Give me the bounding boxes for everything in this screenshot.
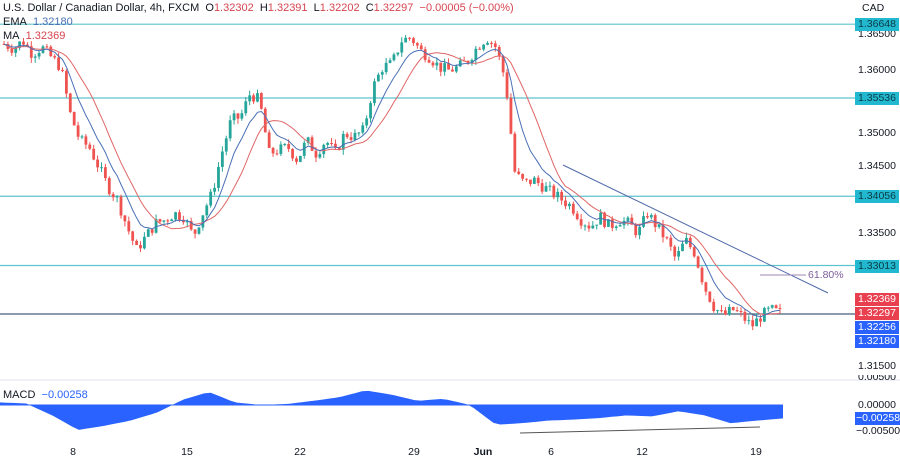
macd-area — [0, 390, 783, 430]
price-tick: 1.35000 — [858, 127, 896, 139]
ma-value: 1.32369 — [25, 30, 66, 42]
ema-value: 1.32180 — [32, 16, 73, 28]
macd-tag: −0.00258 — [855, 412, 900, 425]
price-tick: 1.34500 — [858, 160, 896, 172]
time-tick: 19 — [750, 446, 762, 458]
close-value: 1.32297 — [373, 2, 414, 14]
macd-tick: −0.00500 — [856, 425, 900, 437]
price-tick: 1.36500 — [858, 28, 896, 40]
ema-line — [3, 43, 781, 318]
currency-label: CAD — [862, 2, 885, 14]
macd-legend[interactable]: MACD −0.00258 — [3, 389, 88, 401]
symbol-title: U.S. Dollar / Canadian Dollar, 4h, FXCM — [3, 2, 200, 14]
macd-value: −0.00258 — [41, 389, 88, 401]
price-tick: 1.31500 — [858, 360, 896, 372]
horizontal-levels — [0, 23, 855, 267]
price-tag: 1.32256 — [855, 321, 899, 334]
open-value: 1.32302 — [213, 2, 254, 14]
ma-price-tag: 1.32369 — [855, 293, 899, 306]
time-tick: 6 — [548, 446, 554, 458]
time-tick: 22 — [294, 446, 306, 458]
ma-legend[interactable]: MA 1.32369 — [3, 30, 66, 42]
candlesticks — [2, 34, 782, 331]
macd-tick: 0.00000 — [858, 399, 896, 411]
symbol-legend: U.S. Dollar / Canadian Dollar, 4h, FXCM … — [3, 2, 514, 14]
level-tag[interactable]: 1.36648 — [855, 18, 899, 31]
ema-price-tag: 1.32180 — [855, 335, 899, 348]
macd-divergence-line[interactable] — [519, 426, 761, 434]
fib-label: 61.80% — [808, 269, 844, 281]
macd-tick: 0.00500 — [858, 375, 896, 382]
level-tag[interactable]: 1.35536 — [855, 92, 899, 105]
price-tick: 1.36000 — [858, 64, 896, 76]
close-price-tag: 1.32297 — [855, 307, 899, 320]
time-tick-month: Jun — [473, 446, 493, 458]
time-tick: 29 — [408, 446, 420, 458]
ema-legend[interactable]: EMA 1.32180 — [3, 16, 73, 28]
time-tick: 12 — [636, 446, 648, 458]
time-tick: 15 — [181, 446, 193, 458]
ma-line — [3, 43, 781, 315]
high-value: 1.32391 — [267, 2, 308, 14]
price-tick: 1.33500 — [858, 227, 896, 239]
downtrend-line[interactable] — [562, 164, 829, 294]
low-value: 1.32202 — [319, 2, 360, 14]
level-tag[interactable]: 1.34056 — [855, 190, 899, 203]
change-value: −0.00005 (−0.00%) — [419, 2, 514, 14]
level-tag[interactable]: 1.33013 — [855, 260, 899, 273]
time-tick: 8 — [70, 446, 76, 458]
